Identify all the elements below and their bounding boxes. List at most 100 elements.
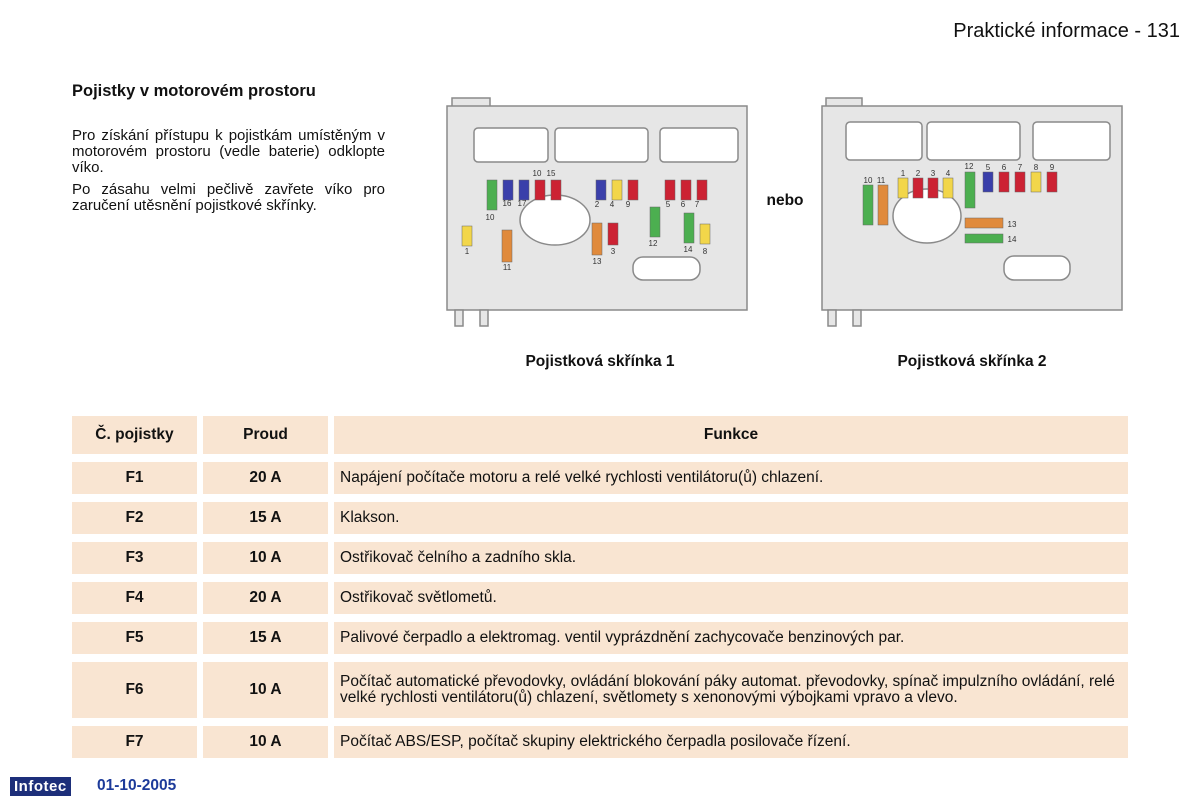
table-cell: Ostřikovač čelního a zadního skla. — [334, 542, 1128, 574]
paragraph: Po zásahu velmi pečlivě zavřete víko pro… — [72, 181, 385, 214]
table-cell: Počítač ABS/ESP, počítač skupiny elektri… — [334, 726, 1128, 758]
fuse — [942, 177, 954, 199]
fuse-label: 14 — [684, 245, 693, 254]
table-cell: 10 A — [203, 662, 328, 718]
table-cell: F7 — [72, 726, 197, 758]
fuse-label: 9 — [626, 200, 631, 209]
fuse-label: 10 — [533, 169, 542, 178]
fuse-label: 8 — [703, 247, 708, 256]
table-row: F7 10 A Počítač ABS/ESP, počítač skupiny e… — [72, 726, 1128, 758]
fuse-label: 4 — [946, 169, 951, 178]
fuse — [964, 233, 1004, 244]
caption: Pojistková skřínka 2 — [897, 353, 1046, 370]
fuse-label: 12 — [965, 162, 974, 171]
fuse-box-2 — [821, 97, 1123, 327]
fuse-label: 1 — [465, 247, 470, 256]
table-cell: 20 A — [203, 582, 328, 614]
fuse — [486, 179, 498, 211]
table-row: F1 20 A Napájení počítače motoru a relé ve… — [72, 462, 1128, 494]
table-cell: Počítač automatické převodovky, ovládání… — [334, 662, 1128, 718]
table-cell: 10 A — [203, 726, 328, 758]
table-row: F2 15 A Klakson. — [72, 502, 1128, 534]
header-row: Č. pojistky Proud Funkce — [72, 416, 1128, 454]
table-cell: 15 A — [203, 622, 328, 654]
fuse — [862, 184, 874, 226]
header-cell: Proud — [203, 416, 328, 454]
fuse-label: 6 — [681, 200, 686, 209]
fuse-label: 3 — [931, 169, 936, 178]
fuse-label: 9 — [1050, 163, 1055, 172]
fuse — [534, 179, 546, 201]
fuse — [964, 217, 1004, 229]
fuse-label: 4 — [610, 200, 615, 209]
fuse — [1046, 171, 1058, 193]
fuse — [1014, 171, 1026, 193]
table-cell: F3 — [72, 542, 197, 574]
fuse-label: 8 — [1034, 163, 1039, 172]
table-cell: 15 A — [203, 502, 328, 534]
table-cell: 20 A — [203, 462, 328, 494]
table-cell: Napájení počítače motoru a relé velké ry… — [334, 462, 1128, 494]
fuse-label: 1 — [901, 169, 906, 178]
fuse — [518, 179, 530, 201]
caption: Pojistková skřínka 1 — [525, 353, 674, 370]
fuse-box-1 — [446, 97, 748, 327]
fuse — [927, 177, 939, 199]
fuse-label: 15 — [547, 169, 556, 178]
header-cell: Funkce — [334, 416, 1128, 454]
fuse-diagrams: nebo Pojistková skřínka 1 Pojistková skř… — [446, 97, 1123, 370]
fuse — [877, 184, 889, 226]
table-row: F3 10 A Ostřikovač čelního a zadního skla. — [72, 542, 1128, 574]
fuse — [649, 206, 661, 238]
fuse — [680, 179, 692, 201]
table-cell: Klakson. — [334, 502, 1128, 534]
fuse — [664, 179, 676, 201]
fuse-label: 2 — [916, 169, 921, 178]
fuse-label: 13 — [1008, 220, 1017, 229]
fuse — [1030, 171, 1042, 193]
fuse-label: 3 — [611, 247, 616, 256]
fuse-label: 12 — [649, 239, 658, 248]
fuse — [550, 179, 562, 201]
fuse — [591, 222, 603, 256]
table-cell: F4 — [72, 582, 197, 614]
fuse — [607, 222, 619, 246]
fuse-label: 7 — [1018, 163, 1023, 172]
table-cell: Ostřikovač světlometů. — [334, 582, 1128, 614]
fuse — [897, 177, 909, 199]
fuse-label: 5 — [986, 163, 991, 172]
table-cell: F2 — [72, 502, 197, 534]
fuse-label: 10 — [864, 176, 873, 185]
fuse — [595, 179, 607, 201]
fuse-table: Č. pojistky Proud Funkce F1 20 A Napájení poč… — [66, 408, 1134, 766]
fuse-label: 11 — [877, 176, 886, 185]
fuse — [696, 179, 708, 201]
fuse-label: 5 — [666, 200, 671, 209]
fuse — [998, 171, 1010, 193]
fuse-label: 11 — [503, 263, 512, 272]
date: 01-10-2005 — [97, 777, 177, 794]
fuse — [683, 212, 695, 244]
table-cell: F5 — [72, 622, 197, 654]
table-cell: F6 — [72, 662, 197, 718]
fuse — [982, 171, 994, 193]
fuse-label: 6 — [1002, 163, 1007, 172]
fuse-label: 14 — [1008, 235, 1017, 244]
fuse — [501, 229, 513, 263]
table-cell: 10 A — [203, 542, 328, 574]
fuse — [912, 177, 924, 199]
table-cell: Palivové čerpadlo a elektromag. ventil v… — [334, 622, 1128, 654]
fuse-label: 17 — [518, 199, 527, 208]
paragraph: Pro získání přístupu k pojistkám umístěn… — [72, 127, 385, 176]
fuse — [627, 179, 639, 201]
fuse — [502, 179, 514, 201]
fuse-label: 7 — [695, 200, 700, 209]
fuse — [611, 179, 623, 201]
fuse-label: 13 — [593, 257, 602, 266]
table-row: F5 15 A Palivové čerpadlo a elektromag. ve… — [72, 622, 1128, 654]
table-row: F4 20 A Ostřikovač světlometů. — [72, 582, 1128, 614]
fuse-label: 16 — [503, 199, 512, 208]
logo: Infotec — [10, 777, 71, 796]
table-row: F6 10 A Počítač automatické převodovky, ov… — [72, 662, 1128, 718]
